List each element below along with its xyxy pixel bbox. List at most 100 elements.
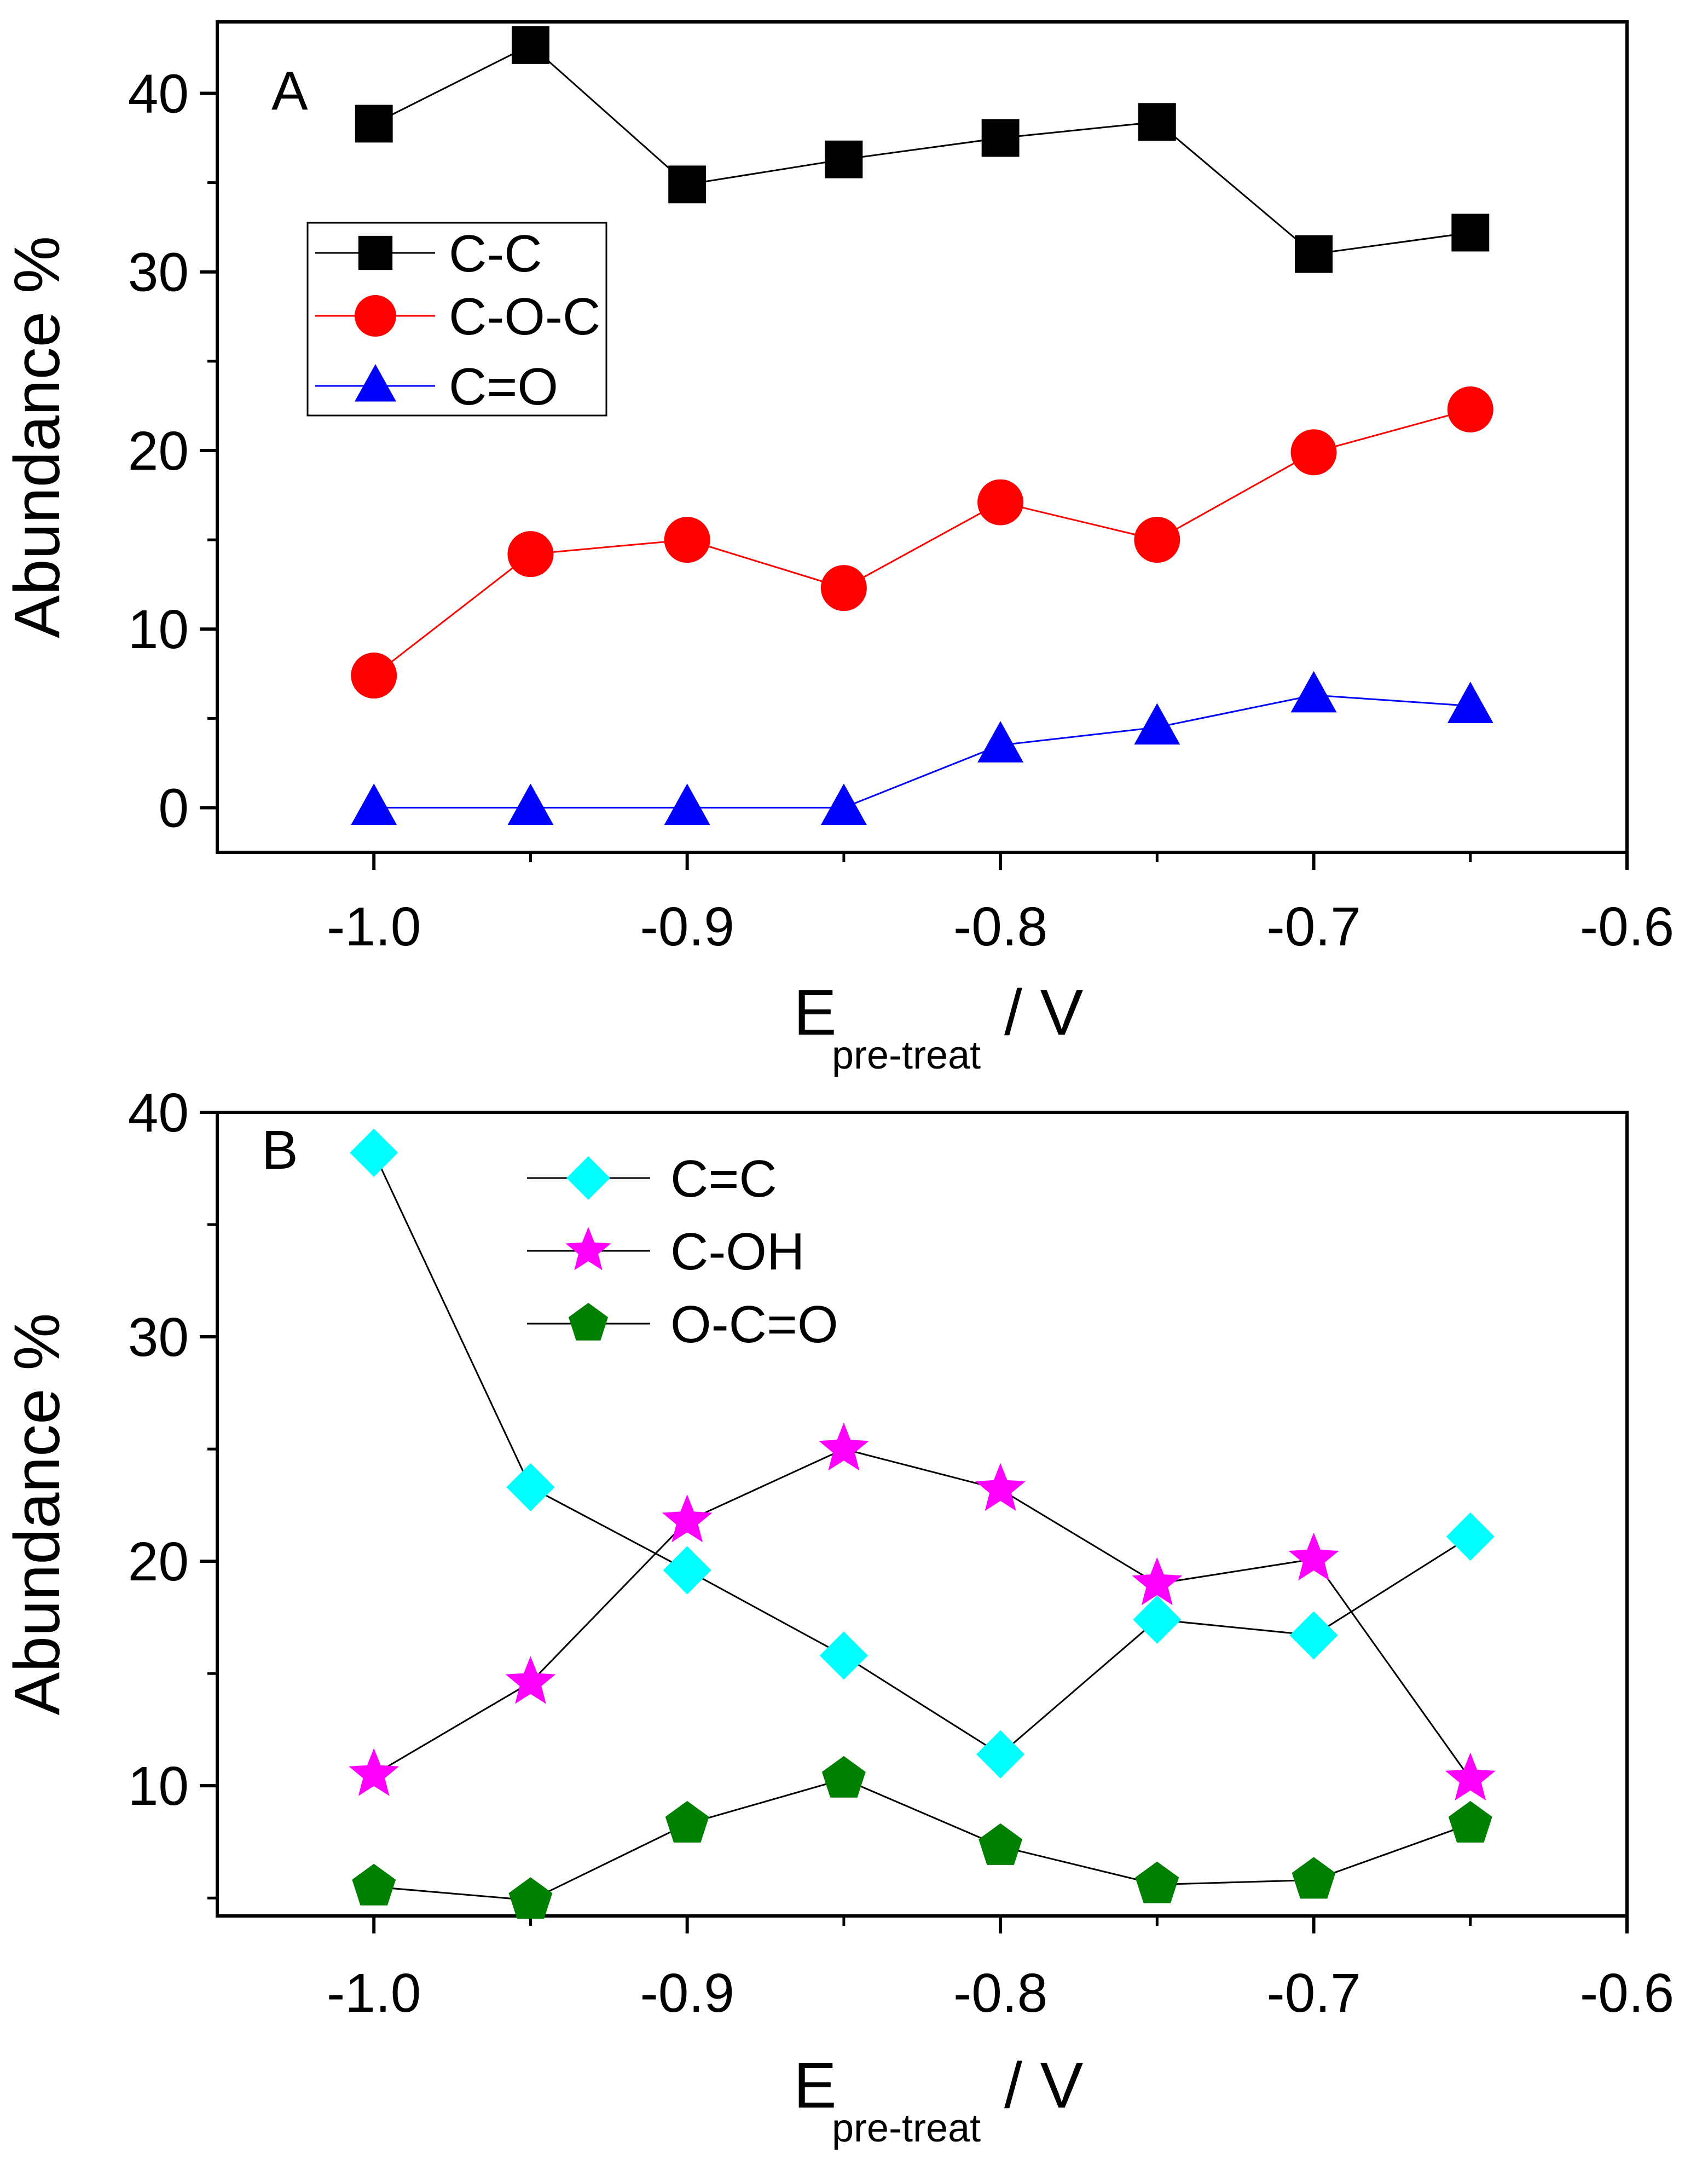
panel-letter: A — [271, 60, 308, 122]
y-tick-label: 30 — [128, 242, 189, 303]
y-tick-label: 40 — [128, 1082, 189, 1144]
data-point-C-O-C — [1290, 429, 1337, 476]
data-point-C=C — [1289, 1611, 1338, 1660]
legend-marker — [355, 364, 396, 402]
plot-frame — [216, 20, 1629, 854]
legend-label: C-OH — [670, 1222, 804, 1281]
legend-marker — [355, 295, 396, 337]
data-point-C=O — [351, 783, 397, 825]
data-point-C-OH — [349, 1748, 400, 1796]
data-point-C=C — [506, 1463, 555, 1511]
data-point-C=O — [820, 783, 867, 825]
data-point-C-O-C — [351, 653, 397, 699]
x-tick-label: -0.6 — [1580, 1962, 1674, 2024]
series-line-C=C — [373, 1152, 1471, 1756]
y-tick-label: 0 — [158, 777, 189, 839]
data-point-C-C — [1451, 213, 1490, 252]
data-point-C=C — [663, 1546, 711, 1595]
y-tick-label: 40 — [128, 63, 189, 124]
data-point-C=C — [976, 1730, 1025, 1779]
x-axis-title: E — [794, 2050, 837, 2122]
legend-marker — [565, 1227, 611, 1271]
legend-label: C-O-C — [449, 287, 600, 346]
x-tick-label: -1.0 — [327, 1962, 421, 2024]
data-point-C-OH — [662, 1494, 713, 1543]
x-tick-label: -0.9 — [640, 896, 734, 957]
data-point-C-C — [668, 165, 707, 204]
y-tick-label: 30 — [128, 1307, 189, 1368]
data-point-O-C=O — [1448, 1800, 1492, 1843]
panel-letter: B — [262, 1119, 298, 1181]
data-point-C-C — [1138, 103, 1176, 141]
x-axis-title-unit: / V — [1004, 2050, 1084, 2122]
data-point-O-C=O — [1292, 1857, 1336, 1899]
data-point-C-O-C — [664, 517, 710, 563]
data-point-O-C=O — [508, 1877, 553, 1919]
legend-label: C=C — [670, 1150, 777, 1208]
data-point-C=O — [507, 783, 554, 825]
data-point-C=C — [819, 1631, 868, 1680]
data-point-C-C — [981, 119, 1020, 157]
x-axis-title-unit: / V — [1004, 977, 1084, 1049]
data-point-C-O-C — [1447, 386, 1493, 432]
legend-label: C=O — [449, 357, 558, 416]
y-tick-label: 20 — [128, 1531, 189, 1592]
data-point-C=O — [1134, 703, 1180, 745]
data-point-C=O — [977, 721, 1024, 763]
data-point-C=O — [1447, 682, 1493, 723]
data-point-C-OH — [1288, 1532, 1339, 1581]
data-point-C-O-C — [507, 531, 554, 578]
series-line-C-OH — [373, 1448, 1472, 1780]
data-point-O-C=O — [821, 1756, 866, 1798]
legend-marker — [566, 1156, 610, 1200]
data-point-C-C — [1295, 235, 1333, 273]
data-point-C-OH — [1445, 1752, 1496, 1800]
x-tick-label: -0.7 — [1266, 896, 1360, 957]
data-point-C-O-C — [820, 565, 867, 611]
x-tick-label: -1.0 — [327, 896, 421, 957]
data-point-C-C — [355, 105, 393, 143]
x-tick-label: -0.6 — [1580, 896, 1674, 957]
panel-a-chart: -1.0 -0.9 -0.8 -0.7 -0.6 0 10 20 30 40 Abundance %… — [1, 20, 1674, 1077]
legend-label: C-C — [449, 224, 542, 283]
data-point-C=O — [1290, 671, 1337, 713]
x-axis-title: E — [794, 977, 837, 1049]
x-tick-label: -0.8 — [953, 896, 1047, 957]
legend-marker — [358, 235, 393, 270]
data-point-C-C — [825, 140, 863, 178]
data-point-C-C — [512, 26, 549, 64]
x-tick-label: -0.8 — [953, 1962, 1047, 2024]
data-point-C-O-C — [977, 479, 1024, 526]
x-axis-title-subscript: pre-treat — [832, 1034, 981, 1077]
series-line-C-C — [373, 44, 1471, 255]
data-point-C=O — [664, 783, 710, 825]
y-axis-title: Abundance % — [1, 236, 73, 638]
data-point-C-OH — [505, 1656, 556, 1704]
plot-frame — [216, 1111, 1629, 1918]
x-tick-label: -0.7 — [1266, 1962, 1360, 2024]
y-tick-label: 10 — [128, 1756, 189, 1817]
series-line-C-O-C — [373, 408, 1471, 677]
legend-marker — [568, 1303, 609, 1341]
data-point-C=C — [350, 1128, 398, 1177]
data-point-C-O-C — [1134, 517, 1180, 563]
data-point-C-OH — [1132, 1557, 1183, 1606]
data-point-O-C=O — [979, 1823, 1023, 1865]
x-axis-title-subscript: pre-treat — [832, 2106, 981, 2150]
data-point-C-OH — [975, 1463, 1026, 1511]
data-point-O-C=O — [1135, 1861, 1179, 1903]
x-tick-label: -0.9 — [640, 1962, 734, 2024]
panel-b-chart: -1.0 -0.9 -0.8 -0.7 -0.6 10 20 30 40 Abundance % E… — [1, 1082, 1674, 2150]
data-point-O-C=O — [665, 1800, 709, 1843]
y-tick-label: 10 — [128, 599, 189, 660]
legend-label: O-C=O — [670, 1295, 838, 1354]
series-line-O-C=O — [374, 1778, 1471, 1901]
data-point-C=C — [1133, 1595, 1182, 1644]
y-axis-title: Abundance % — [1, 1313, 73, 1716]
series-line-C=O — [374, 694, 1470, 809]
data-point-C=C — [1446, 1512, 1495, 1561]
data-point-C-OH — [819, 1422, 869, 1471]
data-point-O-C=O — [352, 1863, 396, 1906]
